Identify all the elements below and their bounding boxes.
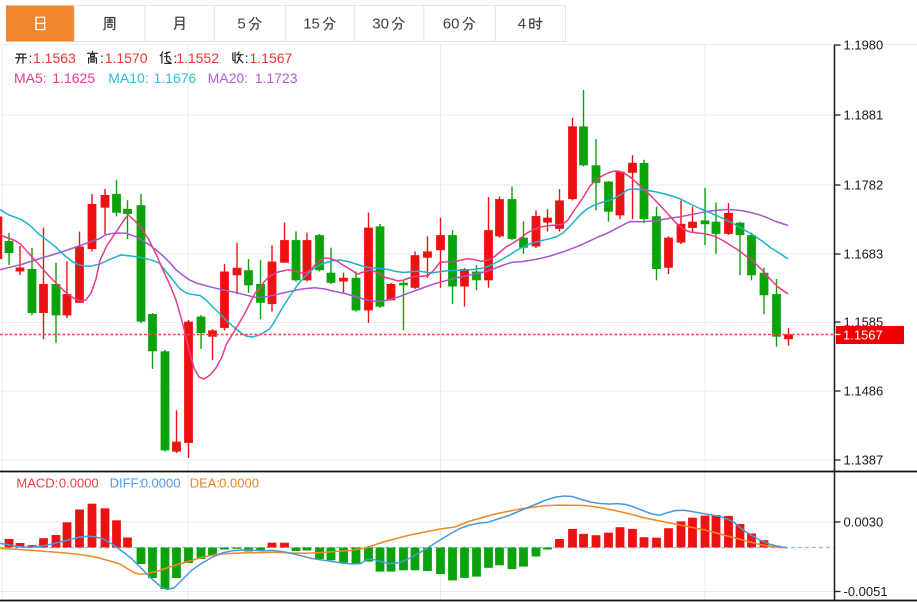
svg-text:15: 15 [303, 16, 320, 33]
svg-text:MA20:: MA20: [208, 70, 248, 86]
svg-text:-0.0051: -0.0051 [844, 584, 888, 599]
svg-text:DIFF:: DIFF: [110, 476, 143, 491]
svg-text:1.1570: 1.1570 [105, 50, 148, 66]
svg-text:1.1387: 1.1387 [844, 453, 884, 468]
svg-text:0.0000: 0.0000 [141, 476, 181, 491]
svg-text:0.0030: 0.0030 [844, 515, 884, 530]
svg-text:1.1683: 1.1683 [844, 247, 884, 262]
svg-text:60: 60 [443, 16, 460, 33]
svg-text::: : [29, 50, 33, 66]
svg-text:1.1782: 1.1782 [844, 178, 884, 193]
svg-text:1.1567: 1.1567 [250, 50, 293, 66]
svg-text:1.1980: 1.1980 [844, 38, 884, 53]
svg-text:1.1723: 1.1723 [255, 70, 298, 86]
svg-text::: : [245, 50, 249, 66]
svg-text:1.1552: 1.1552 [176, 50, 219, 66]
svg-text::: : [173, 50, 177, 66]
svg-text:4: 4 [518, 16, 526, 33]
svg-text:DEA:: DEA: [190, 476, 220, 491]
svg-text:30: 30 [372, 16, 389, 33]
svg-text:MA5:: MA5: [14, 70, 47, 86]
svg-text::: : [100, 50, 104, 66]
svg-text:0.0000: 0.0000 [219, 476, 259, 491]
svg-text:1.1625: 1.1625 [52, 70, 95, 86]
svg-text:0.0000: 0.0000 [59, 476, 99, 491]
svg-text:1.1567: 1.1567 [843, 328, 883, 343]
svg-text:1.1486: 1.1486 [844, 384, 884, 399]
svg-text:MA10:: MA10: [108, 70, 148, 86]
svg-text:1.1676: 1.1676 [154, 70, 197, 86]
svg-text:1.1563: 1.1563 [33, 50, 76, 66]
svg-text:1.1881: 1.1881 [844, 108, 884, 123]
svg-text:1.1585: 1.1585 [844, 315, 884, 330]
svg-text:MACD:: MACD: [16, 476, 58, 491]
svg-text:5: 5 [237, 16, 245, 33]
